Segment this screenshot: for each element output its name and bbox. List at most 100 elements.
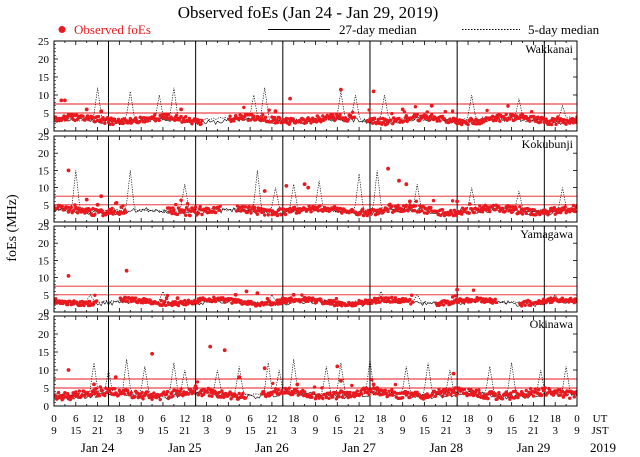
- observed-point: [371, 390, 375, 394]
- observed-point: [524, 211, 528, 216]
- observed-point: [125, 388, 130, 393]
- observed-point: [179, 387, 183, 391]
- observed-point: [286, 117, 290, 121]
- observed-point: [63, 98, 67, 103]
- observed-point: [262, 366, 267, 371]
- observed-point: [141, 397, 145, 401]
- observed-point: [361, 207, 365, 211]
- observed-point: [275, 213, 280, 218]
- observed-point: [84, 197, 89, 202]
- observed-point: [486, 396, 490, 401]
- observed-point: [450, 295, 455, 299]
- observed-point: [177, 207, 181, 212]
- observed-point: [529, 387, 533, 391]
- observed-point: [397, 297, 401, 302]
- observed-point: [237, 391, 241, 396]
- observed-point: [61, 396, 65, 401]
- observed-point: [168, 395, 172, 399]
- observed-point: [74, 390, 78, 394]
- observed-point: [441, 303, 446, 307]
- observed-point: [488, 209, 492, 214]
- observed-point: [399, 300, 403, 304]
- observed-point: [563, 205, 567, 209]
- observed-point: [188, 213, 192, 218]
- y-tick-label: 25: [38, 311, 50, 323]
- observed-point: [113, 387, 117, 391]
- observed-point: [332, 303, 337, 308]
- y-tick-label: 15: [38, 165, 50, 177]
- observed-point: [360, 392, 364, 396]
- observed-point: [559, 393, 563, 397]
- observed-point: [431, 198, 436, 203]
- observed-point: [184, 213, 188, 217]
- observed-point: [573, 209, 577, 214]
- observed-point: [109, 116, 113, 120]
- observed-point: [414, 199, 418, 203]
- observed-point: [83, 211, 87, 215]
- observed-point: [283, 212, 288, 217]
- plot-area: [54, 87, 577, 127]
- observed-point: [386, 166, 390, 171]
- year-label: 2019: [590, 440, 616, 455]
- observed-point: [367, 392, 371, 397]
- observed-point: [165, 293, 170, 298]
- y-tick-label: 5: [44, 108, 50, 120]
- observed-point: [108, 122, 113, 127]
- observed-point: [418, 118, 422, 123]
- observed-point: [369, 388, 373, 392]
- observed-point: [548, 209, 552, 213]
- observed-point: [172, 302, 176, 307]
- ut-label: UT: [593, 413, 608, 425]
- observed-point: [210, 394, 214, 398]
- date-label: Jan 25: [168, 440, 202, 455]
- observed-point: [518, 205, 522, 209]
- station-label: Yamagawa: [520, 227, 573, 241]
- observed-point: [81, 114, 85, 119]
- observed-point: [267, 108, 271, 112]
- observed-point: [390, 111, 394, 116]
- observed-point: [533, 387, 537, 391]
- observed-point: [170, 211, 174, 216]
- observed-point: [135, 391, 140, 395]
- observed-point: [528, 119, 532, 123]
- observed-point: [520, 113, 525, 117]
- observed-point: [202, 392, 206, 396]
- observed-point: [217, 208, 221, 212]
- observed-point: [92, 382, 96, 387]
- observed-point: [75, 392, 80, 396]
- observed-point: [279, 213, 283, 217]
- y-tick-label: 5: [44, 383, 50, 395]
- observed-point: [425, 110, 429, 114]
- observed-point: [491, 203, 496, 208]
- observed-point: [382, 299, 387, 304]
- y-tick-label: 5: [44, 290, 50, 302]
- observed-point: [531, 394, 536, 398]
- observed-point: [77, 389, 82, 393]
- jst-tick-label: 3: [117, 425, 123, 437]
- date-label: Jan 28: [429, 440, 463, 455]
- observed-point: [350, 383, 354, 388]
- observed-point: [513, 117, 517, 122]
- observed-point: [439, 213, 443, 217]
- observed-point: [562, 118, 566, 122]
- observed-point: [306, 299, 310, 303]
- observed-point: [222, 348, 227, 353]
- observed-point: [397, 178, 401, 183]
- observed-point: [205, 390, 210, 394]
- jst-tick-label: 15: [506, 425, 518, 437]
- station-panel-okinawa: 0 5 10 15 20 25 Okinawa: [38, 311, 578, 413]
- plot-area: [54, 268, 577, 308]
- observed-point: [193, 384, 198, 389]
- observed-point: [67, 208, 72, 213]
- observed-point: [471, 288, 476, 292]
- observed-point: [125, 299, 130, 303]
- observed-point: [435, 209, 439, 214]
- observed-point: [404, 182, 409, 187]
- observed-point: [134, 296, 138, 300]
- observed-point: [75, 211, 80, 215]
- observed-point: [370, 377, 374, 382]
- observed-point: [190, 122, 194, 126]
- observed-point: [466, 123, 470, 127]
- observed-point: [302, 295, 307, 300]
- observed-point: [435, 119, 439, 123]
